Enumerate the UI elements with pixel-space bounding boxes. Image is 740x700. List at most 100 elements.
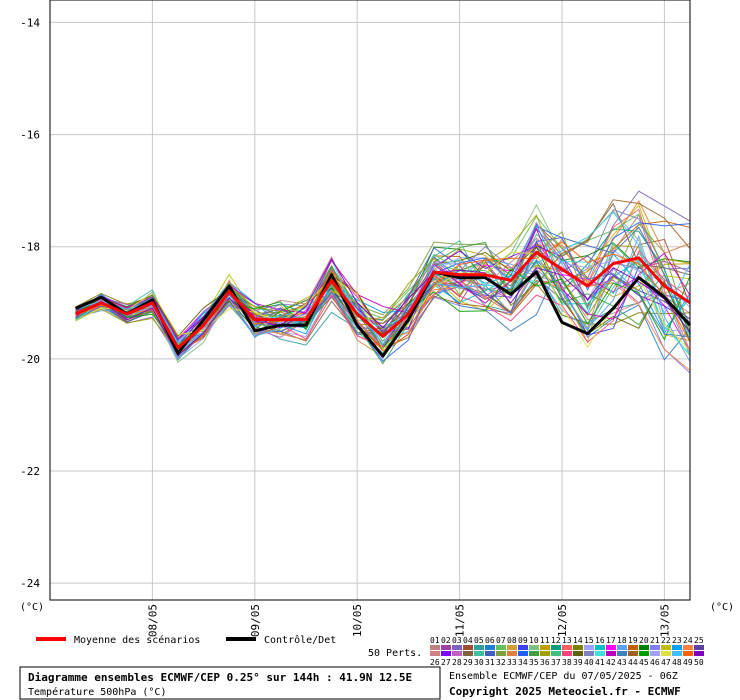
legend-control-label: Contrôle/Det bbox=[264, 634, 336, 646]
member-number: 02 bbox=[441, 636, 451, 645]
member-swatch bbox=[639, 645, 649, 650]
member-number: 47 bbox=[661, 658, 671, 667]
member-line bbox=[75, 257, 691, 357]
member-swatch bbox=[518, 645, 528, 650]
control-line bbox=[74, 270, 692, 358]
member-number: 19 bbox=[628, 636, 638, 645]
legend-mean-label: Moyenne des scénarios bbox=[74, 634, 200, 646]
legend-members-label: 50 Perts. bbox=[368, 648, 422, 659]
member-number: 31 bbox=[485, 658, 495, 667]
member-swatch bbox=[683, 645, 693, 650]
member-number: 30 bbox=[474, 658, 484, 667]
y-tick-label: -24 bbox=[20, 577, 40, 590]
member-swatch bbox=[463, 651, 473, 656]
y-tick-label: -18 bbox=[20, 241, 40, 254]
x-day-label: 10/05 bbox=[351, 604, 364, 637]
member-number: 13 bbox=[562, 636, 572, 645]
member-number: 26 bbox=[430, 658, 440, 667]
ensemble-run-info: Ensemble ECMWF/CEP du 07/05/2025 - 06Z bbox=[449, 671, 678, 682]
member-swatch bbox=[628, 651, 638, 656]
y-tick-label: -22 bbox=[20, 465, 40, 478]
member-swatch bbox=[529, 645, 539, 650]
member-swatch bbox=[496, 651, 506, 656]
member-number: 20 bbox=[639, 636, 649, 645]
member-line bbox=[75, 222, 691, 363]
member-swatch bbox=[430, 651, 440, 656]
perturbation-member-lines bbox=[75, 190, 691, 374]
y-tick-label: -20 bbox=[20, 353, 40, 366]
y-tick-label: -16 bbox=[20, 129, 40, 142]
member-swatch bbox=[595, 645, 605, 650]
member-number: 16 bbox=[595, 636, 605, 645]
member-number: 03 bbox=[452, 636, 462, 645]
member-number: 43 bbox=[617, 658, 627, 667]
member-swatch bbox=[584, 645, 594, 650]
member-number: 36 bbox=[540, 658, 550, 667]
member-swatch bbox=[551, 651, 561, 656]
plot-frame bbox=[49, 0, 691, 601]
member-number: 18 bbox=[617, 636, 627, 645]
member-swatch bbox=[606, 645, 616, 650]
member-number: 12 bbox=[551, 636, 561, 645]
member-swatch bbox=[463, 645, 473, 650]
member-swatch bbox=[617, 645, 627, 650]
member-swatch bbox=[694, 645, 704, 650]
member-number: 32 bbox=[496, 658, 506, 667]
member-number: 21 bbox=[650, 636, 660, 645]
member-line bbox=[75, 227, 691, 340]
member-number: 15 bbox=[584, 636, 594, 645]
member-swatch bbox=[485, 651, 495, 656]
y-unit-left: (°C) bbox=[20, 602, 44, 613]
chart-subtitle: Température 500hPa (°C) bbox=[28, 686, 166, 698]
member-swatch bbox=[496, 645, 506, 650]
member-swatch bbox=[584, 651, 594, 656]
member-swatch bbox=[617, 651, 627, 656]
member-number: 37 bbox=[551, 658, 561, 667]
member-number: 34 bbox=[518, 658, 528, 667]
member-number: 24 bbox=[683, 636, 693, 645]
member-number: 41 bbox=[595, 658, 605, 667]
member-swatch bbox=[573, 651, 583, 656]
member-color-key: 01 02 03 04 05 06 07 08 09 10 11 12 13 14 15 16 17 18 19 20… bbox=[430, 636, 704, 667]
member-number: 27 bbox=[441, 658, 451, 667]
member-swatch bbox=[562, 651, 572, 656]
member-swatch bbox=[661, 645, 671, 650]
member-swatch bbox=[551, 645, 561, 650]
member-number: 22 bbox=[661, 636, 671, 645]
x-day-label: 11/05 bbox=[454, 604, 467, 637]
member-swatch bbox=[606, 651, 616, 656]
member-number: 14 bbox=[573, 636, 583, 645]
x-day-label: 13/05 bbox=[658, 604, 671, 637]
member-number: 11 bbox=[540, 636, 550, 645]
member-number: 44 bbox=[628, 658, 638, 667]
member-number: 29 bbox=[463, 658, 473, 667]
member-number: 35 bbox=[529, 658, 539, 667]
member-swatch bbox=[452, 651, 462, 656]
member-number: 01 bbox=[430, 636, 440, 645]
x-day-labels: 08/05 09/05 10/05 11/05 12/05 13/05 bbox=[146, 604, 671, 637]
member-swatch bbox=[540, 645, 550, 650]
member-swatch bbox=[562, 645, 572, 650]
member-swatch bbox=[650, 651, 660, 656]
member-number: 33 bbox=[507, 658, 517, 667]
member-swatch bbox=[661, 651, 671, 656]
member-number: 42 bbox=[606, 658, 616, 667]
y-unit-right: (°C) bbox=[710, 602, 734, 613]
legend: Moyenne des scénarios Contrôle/Det 50 Pe… bbox=[36, 634, 704, 667]
copyright-line: Copyright 2025 Meteociel.fr - ECMWF bbox=[449, 685, 681, 698]
member-number: 49 bbox=[683, 658, 693, 667]
title-box bbox=[19, 666, 441, 700]
member-number: 23 bbox=[672, 636, 682, 645]
member-swatch bbox=[628, 645, 638, 650]
x-day-label: 08/05 bbox=[146, 604, 159, 637]
member-swatch bbox=[650, 645, 660, 650]
member-number: 10 bbox=[529, 636, 539, 645]
member-swatch bbox=[430, 645, 440, 650]
member-swatch bbox=[529, 651, 539, 656]
member-swatch bbox=[672, 645, 682, 650]
member-swatch bbox=[441, 651, 451, 656]
member-swatch bbox=[485, 645, 495, 650]
chart-title: Diagramme ensembles ECMWF/CEP 0.25° sur … bbox=[28, 671, 412, 684]
x-day-label: 12/05 bbox=[556, 604, 569, 637]
